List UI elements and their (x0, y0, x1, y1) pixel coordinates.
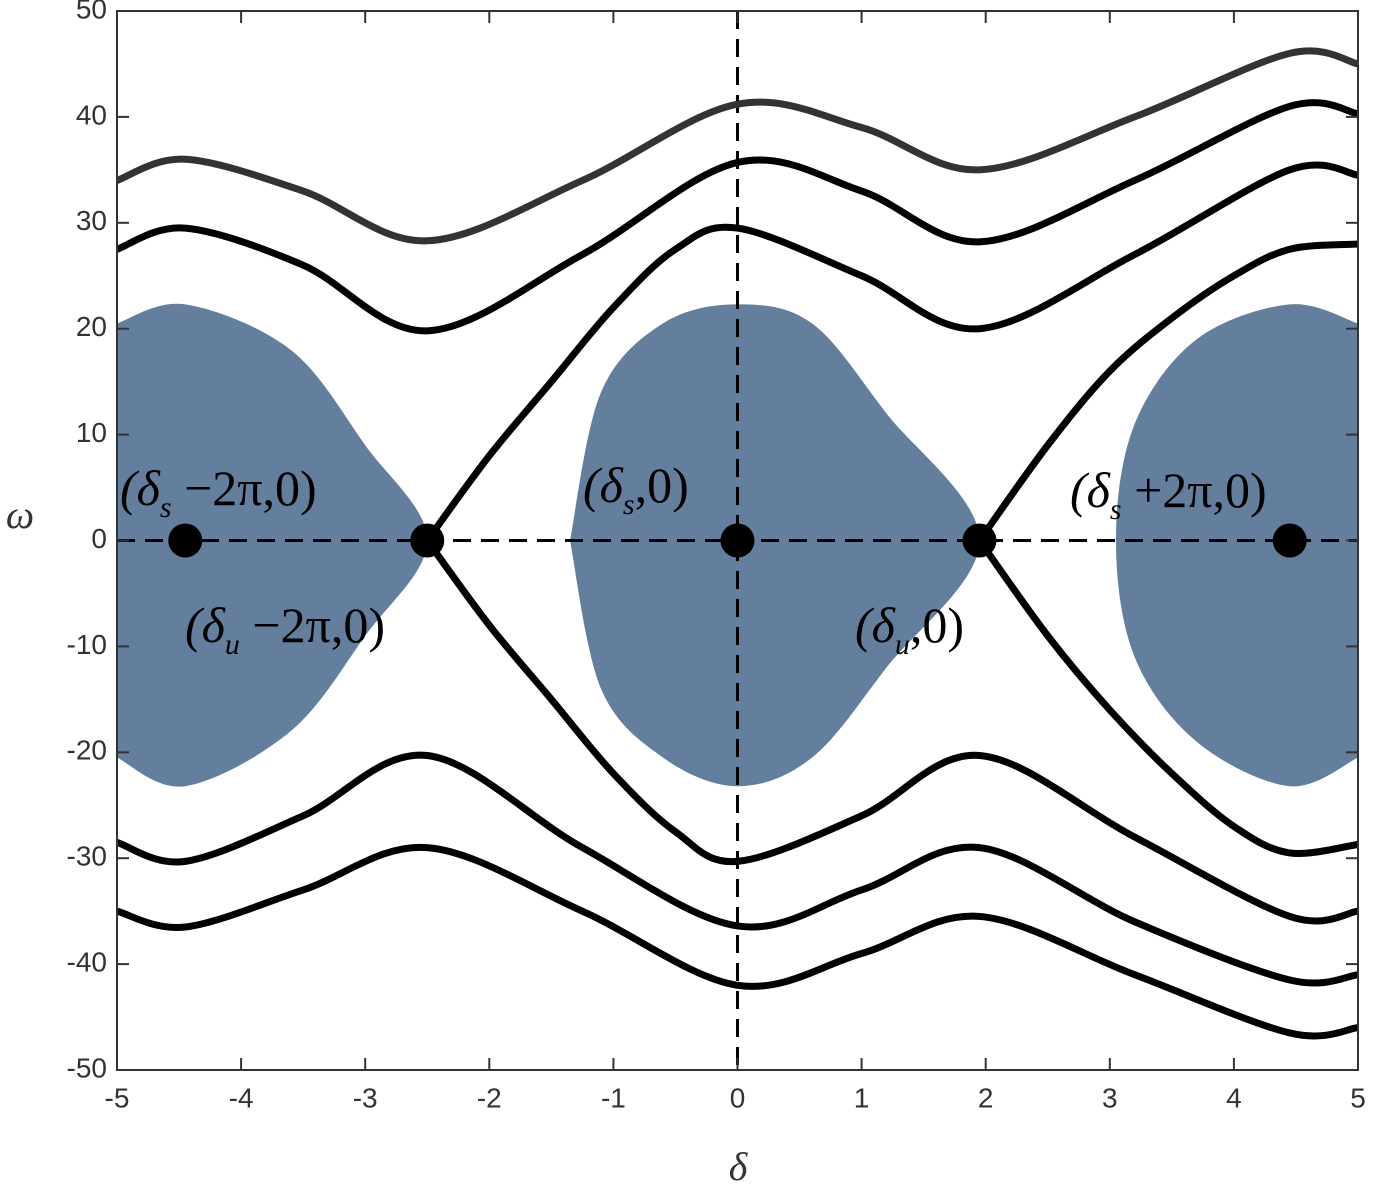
y-tick-label: 0 (91, 523, 107, 554)
equilibrium-point (168, 523, 203, 558)
annotation-tail: ,0) (910, 597, 964, 653)
basin-region (1116, 304, 1358, 787)
trajectory (117, 751, 1358, 987)
y-tick-label: 20 (76, 311, 107, 342)
equilibrium-point (1272, 523, 1307, 558)
x-axis-label: δ (729, 1144, 749, 1189)
trajectory (117, 843, 1358, 1040)
annotation-base: (δ (583, 457, 624, 513)
y-tick-label: -30 (67, 841, 107, 872)
equilibrium-point (720, 523, 755, 558)
x-tick-label: -3 (353, 1082, 378, 1113)
point-annotation: (δu,0) (855, 597, 964, 661)
annotation-base: (δ (185, 597, 226, 653)
basin-region (117, 303, 428, 787)
annotation-subscript: s (160, 491, 172, 524)
x-tick-label: 3 (1102, 1082, 1118, 1113)
x-tick-label: 5 (1350, 1082, 1366, 1113)
x-tick-label: -2 (477, 1082, 502, 1113)
point-annotation: (δs,0) (583, 457, 689, 521)
y-tick-label: -10 (67, 629, 107, 660)
equilibrium-point (410, 523, 445, 558)
annotation-subscript: s (1110, 493, 1122, 526)
trajectory (117, 99, 1358, 335)
annotation-tail: −2π,0) (172, 460, 317, 516)
point-annotation: (δu −2π,0) (185, 597, 385, 661)
y-tick-label: 40 (76, 99, 107, 130)
point-annotation: (δs −2π,0) (120, 460, 317, 524)
x-tick-label: 1 (854, 1082, 870, 1113)
x-tick-label: -5 (105, 1082, 130, 1113)
y-tick-label: -40 (67, 946, 107, 977)
trajectory (975, 240, 1358, 544)
x-tick-label: -1 (601, 1082, 626, 1113)
annotation-tail: −2π,0) (240, 597, 385, 653)
annotation-base: (δ (120, 460, 161, 516)
annotation-subscript: s (623, 488, 635, 521)
y-tick-label: -20 (67, 735, 107, 766)
trajectory (117, 47, 1358, 245)
y-tick-label: 50 (76, 0, 107, 24)
basin-region (569, 304, 980, 787)
y-tick-label: 30 (76, 205, 107, 236)
annotation-tail: ,0) (635, 457, 689, 513)
annotation-base: (δ (855, 597, 896, 653)
annotation-subscript: u (225, 628, 240, 661)
x-tick-label: 4 (1226, 1082, 1242, 1113)
y-tick-label: 10 (76, 417, 107, 448)
annotation-subscript: u (895, 628, 910, 661)
trajectory (975, 537, 1358, 857)
trajectory (423, 537, 1358, 925)
point-annotation: (δs +2π,0) (1070, 462, 1267, 526)
y-tick-label: -50 (67, 1052, 107, 1083)
trajectory (423, 161, 1358, 544)
annotation-base: (δ (1070, 462, 1111, 518)
x-tick-label: 0 (730, 1082, 746, 1113)
annotation-tail: +2π,0) (1122, 462, 1267, 518)
equilibrium-point (962, 523, 997, 558)
plot-area (117, 11, 1358, 1070)
y-axis-label: ω (6, 492, 34, 537)
x-tick-label: 2 (978, 1082, 994, 1113)
x-tick-label: -4 (229, 1082, 254, 1113)
